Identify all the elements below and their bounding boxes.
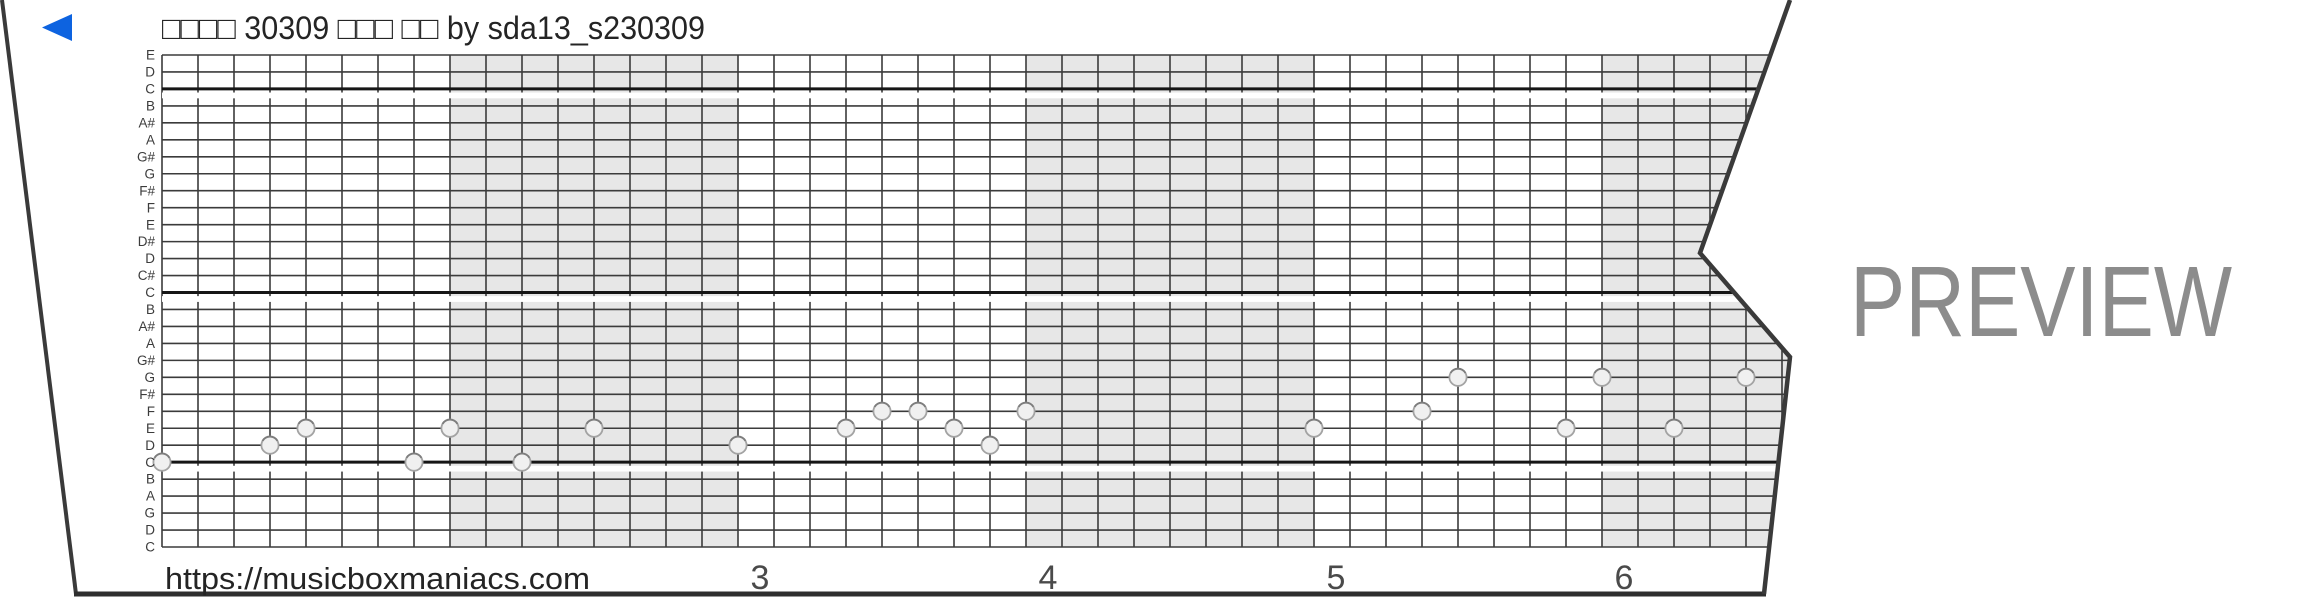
note-row-label: C [145, 455, 155, 470]
note-row-label: G [144, 506, 155, 521]
note-dot [1304, 418, 1324, 438]
preview-watermark: PREVIEW [1850, 246, 2233, 358]
note-row-label: A [146, 132, 155, 147]
note-row-label: C [145, 82, 155, 97]
note-row-label: D [145, 438, 155, 453]
note-row-label: F [147, 200, 155, 215]
note-dot [944, 418, 964, 438]
note-row-label: D [145, 523, 155, 538]
note-row-label: C [145, 285, 155, 300]
note-row-label: G [144, 370, 155, 385]
measure-number: 5 [1327, 559, 1346, 597]
note-row-label: B [146, 472, 155, 487]
note-row-label: F# [139, 183, 155, 198]
site-url: https://musicboxmaniacs.com [165, 562, 590, 596]
note-dot [728, 435, 748, 455]
measure-number: 6 [1615, 559, 1634, 597]
octave-break-gap [162, 296, 1790, 302]
note-row-label: G# [137, 149, 156, 164]
octave-break-gap [162, 465, 1790, 472]
note-dot [152, 452, 172, 472]
note-row-label: D [145, 65, 155, 80]
note-dot [836, 418, 856, 438]
note-row-label: B [146, 302, 155, 317]
note-row-label: F# [139, 387, 155, 402]
note-row-label: A [146, 489, 155, 504]
note-row-label: C# [138, 268, 156, 283]
strip-edge-left [0, 0, 78, 595]
note-dot [1736, 367, 1756, 387]
note-row-label: B [146, 98, 155, 113]
note-row-label: E [146, 217, 155, 232]
note-dot [404, 452, 424, 472]
note-row-label: A# [138, 319, 155, 334]
strip-edge-right-notch [1697, 0, 1793, 595]
note-row-label: C [145, 540, 155, 555]
measure-numbers: 3 4 5 6 [751, 559, 1634, 597]
note-dot [512, 452, 532, 472]
note-dot [980, 435, 1000, 455]
note-dot [1448, 367, 1468, 387]
measure-number: 3 [751, 559, 770, 597]
note-dot [440, 418, 460, 438]
octave-break-gap [162, 92, 1790, 99]
notes-layer [152, 367, 1756, 472]
note-row-label: D [145, 251, 155, 266]
note-dot [1412, 401, 1432, 421]
note-dot [1016, 401, 1036, 421]
note-row-label: A [146, 336, 155, 351]
note-dot [908, 401, 928, 421]
note-row-label: E [146, 421, 155, 436]
note-row-label: E [146, 48, 155, 63]
octave-break-gaps [162, 92, 1790, 472]
note-row-label: A# [138, 115, 155, 130]
back-arrow-icon[interactable] [42, 14, 72, 41]
note-row-label: D# [138, 234, 156, 249]
note-row-label: F [147, 404, 155, 419]
melody-title: □□□□ 30309 □□□ □□ by sda13_s230309 [162, 10, 705, 46]
note-dot [260, 435, 280, 455]
note-dot [1592, 367, 1612, 387]
note-row-label: G [144, 166, 155, 181]
note-dot [1556, 418, 1576, 438]
note-dot [1664, 418, 1684, 438]
note-dot [296, 418, 316, 438]
measure-number: 4 [1039, 559, 1058, 597]
grid-horizontal-lines [162, 54, 1790, 548]
note-dot [584, 418, 604, 438]
note-row-label: G# [137, 353, 156, 368]
note-dot [872, 401, 892, 421]
